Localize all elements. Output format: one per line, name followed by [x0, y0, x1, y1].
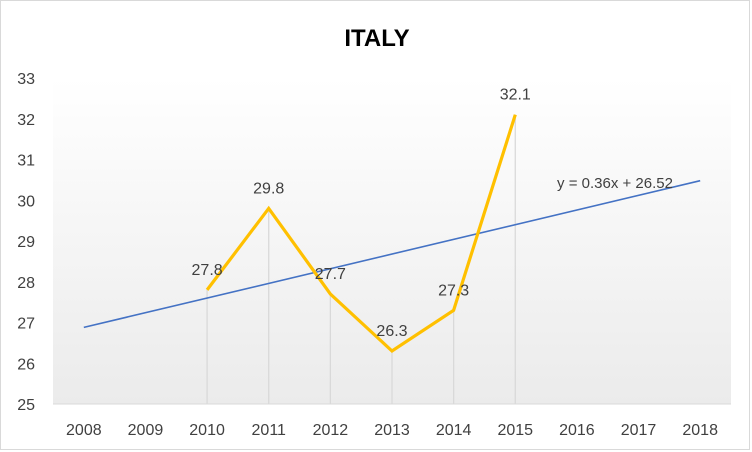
x-tick-label: 2009 — [128, 422, 164, 439]
chart-title: ITALY — [344, 25, 409, 52]
y-tick-label: 28 — [17, 275, 35, 292]
y-tick-label: 29 — [17, 234, 35, 251]
x-tick-label: 2016 — [559, 422, 595, 439]
x-axis-tick-labels: 2008 2009 2010 2011 2012 2013 2014 2015 2016 2017… — [66, 422, 718, 439]
y-tick-label: 33 — [17, 71, 35, 88]
x-tick-label: 2008 — [66, 422, 102, 439]
data-label: 29.8 — [253, 180, 284, 197]
x-tick-label: 2018 — [682, 422, 718, 439]
x-tick-label: 2014 — [436, 422, 472, 439]
y-tick-label: 27 — [17, 316, 35, 333]
x-tick-label: 2013 — [374, 422, 410, 439]
drop-lines — [206, 114, 516, 404]
data-label: 27.3 — [438, 282, 469, 299]
data-label: 27.7 — [315, 266, 346, 283]
x-tick-label: 2012 — [313, 422, 349, 439]
data-label: 27.8 — [192, 262, 223, 279]
y-tick-label: 25 — [17, 397, 35, 414]
data-label: 26.3 — [376, 323, 407, 340]
y-tick-label: 32 — [17, 112, 35, 129]
series-line — [205, 114, 517, 354]
y-tick-label: 26 — [17, 356, 35, 373]
x-tick-label: 2011 — [252, 422, 287, 439]
y-tick-label: 30 — [17, 193, 35, 210]
x-tick-label: 2010 — [189, 422, 225, 439]
trendline-equation: y = 0.36x + 26.52 — [557, 175, 673, 192]
x-tick-label: 2017 — [621, 422, 657, 439]
data-labels: 27.8 29.8 27.7 26.3 27.3 32.1 — [192, 87, 531, 340]
y-tick-label: 31 — [17, 153, 35, 170]
y-axis-tick-labels: 25 26 27 28 29 30 31 32 33 — [17, 71, 35, 414]
x-tick-label: 2015 — [497, 422, 533, 439]
trendline — [83, 179, 701, 329]
data-label: 32.1 — [500, 87, 531, 104]
